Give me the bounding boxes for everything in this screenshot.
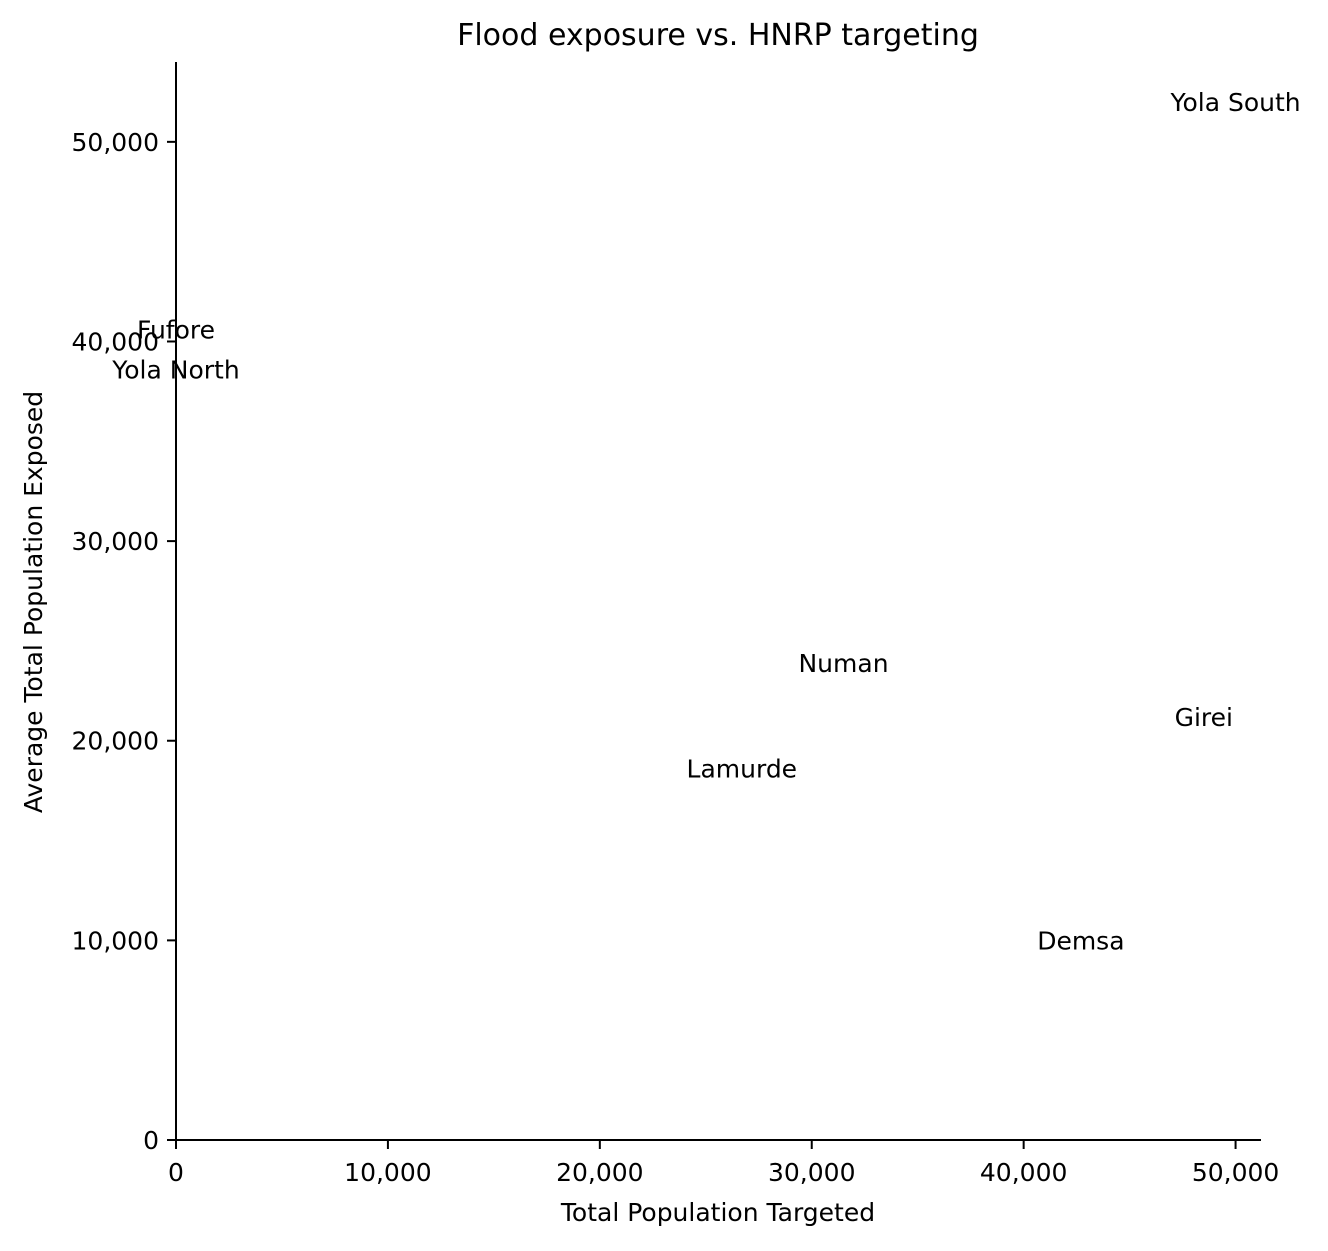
data-point-labels: Yola South Fufore Yola North Numan Girei Lamu… [111,88,1300,955]
chart-title: Flood exposure vs. HNRP targeting [457,18,979,53]
y-axis-ticks: 0 10,000 20,000 30,000 40,000 50,000 [72,128,176,1155]
data-point-label: Yola North [111,355,239,384]
x-tick-label: 40,000 [980,1158,1067,1187]
x-tick-label: 50,000 [1192,1158,1279,1187]
data-point-label: Fufore [137,316,215,345]
x-axis-label: Total Population Targeted [560,1198,875,1227]
y-tick-label: 50,000 [72,128,159,157]
y-tick-label: 0 [143,1126,159,1155]
data-point-label: Demsa [1037,926,1124,955]
data-point-label: Girei [1175,703,1233,732]
x-tick-label: 30,000 [768,1158,855,1187]
data-point-label: Yola South [1170,88,1301,117]
data-point-label: Numan [798,649,888,678]
data-point-label: Lamurde [687,755,798,784]
y-tick-label: 40,000 [72,327,159,356]
x-axis-ticks: 0 10,000 20,000 30,000 40,000 50,000 [168,1140,1279,1187]
y-tick-label: 20,000 [72,727,159,756]
y-tick-label: 10,000 [72,926,159,955]
x-tick-label: 10,000 [344,1158,431,1187]
x-tick-label: 0 [168,1158,184,1187]
y-tick-label: 30,000 [72,527,159,556]
y-axis-label: Average Total Population Exposed [19,391,48,813]
x-tick-label: 20,000 [556,1158,643,1187]
